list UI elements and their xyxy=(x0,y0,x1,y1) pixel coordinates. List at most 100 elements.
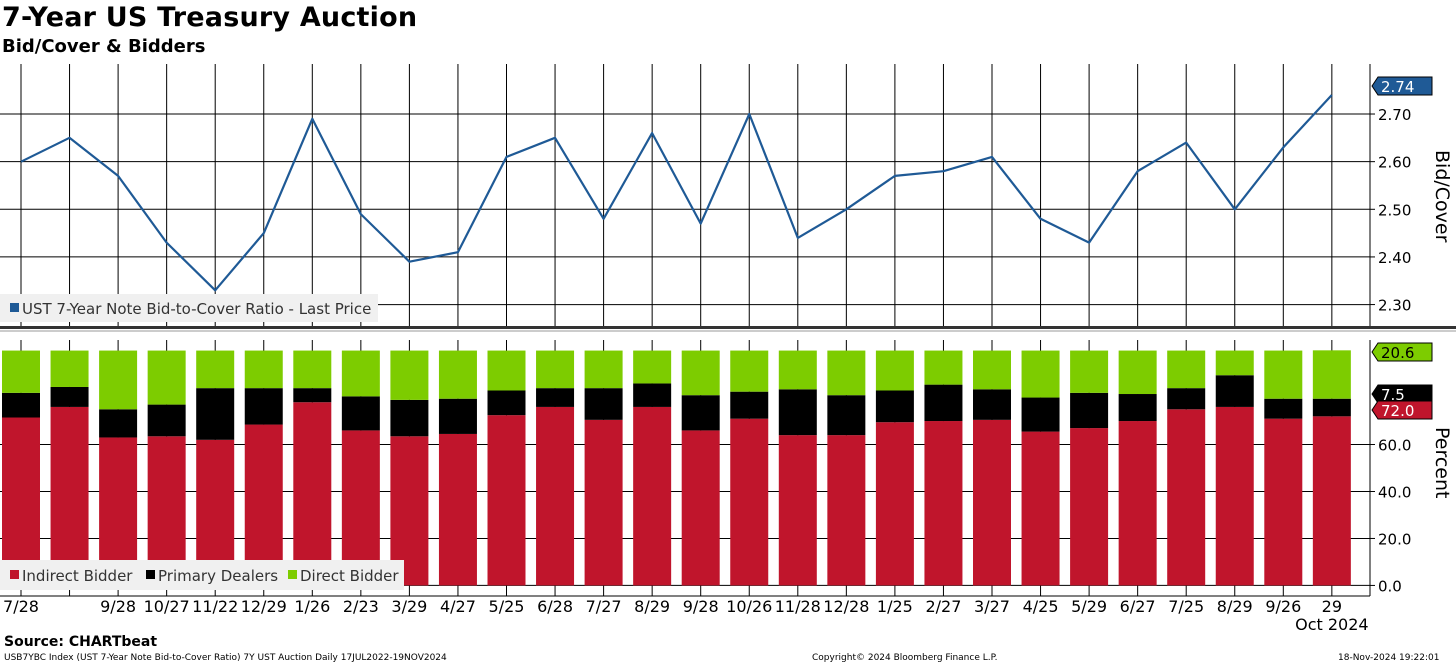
bar-segment xyxy=(50,386,89,407)
bar-segment xyxy=(1118,394,1157,422)
bar-segment xyxy=(1215,406,1254,586)
legend-label: UST 7-Year Note Bid-to-Cover Ratio - Las… xyxy=(22,300,371,318)
y-tick-label: 2.60 xyxy=(1378,154,1411,172)
bar-segment xyxy=(1070,428,1109,586)
y-tick-label: 60.0 xyxy=(1378,437,1411,455)
x-tick-label: 8/29 xyxy=(1217,597,1253,616)
bar-segment xyxy=(778,435,817,586)
bar-segment xyxy=(1215,350,1254,376)
legend-swatch xyxy=(146,570,155,579)
bar-segment xyxy=(1021,397,1060,432)
x-tick-label: 1/26 xyxy=(294,597,330,616)
legend-top-bg xyxy=(0,294,378,322)
legend-label: Indirect Bidder xyxy=(22,567,133,585)
bar-segment xyxy=(50,406,89,586)
last-value-direct-box xyxy=(1371,342,1433,362)
bar-segment xyxy=(50,350,89,387)
last-value-primary: 7.5 xyxy=(1381,386,1405,404)
bar-segment xyxy=(147,350,186,405)
x-tick-label: 1/25 xyxy=(877,597,913,616)
bar-segment xyxy=(244,350,283,389)
bar-segment xyxy=(390,350,429,400)
chart-title: 7-Year US Treasury Auction xyxy=(2,2,418,33)
bar-segment xyxy=(293,402,332,586)
last-value-indirect: 72.0 xyxy=(1381,402,1414,420)
legend-swatch xyxy=(10,570,19,579)
bar-segment xyxy=(196,388,235,440)
bar-segment xyxy=(1264,398,1303,419)
bar-segment xyxy=(293,350,332,389)
bar-segment xyxy=(681,350,720,396)
bar-segment xyxy=(2,350,40,393)
source-note: Source: CHARTbeat xyxy=(4,634,158,650)
bar-segment xyxy=(633,383,672,407)
top-panel-grid xyxy=(0,64,1370,326)
bar-segment xyxy=(147,404,186,437)
x-tick-label: 10/26 xyxy=(726,597,772,616)
bar-segment xyxy=(1312,350,1351,399)
bar-segment xyxy=(875,422,914,586)
bar-segment xyxy=(1021,431,1060,586)
bar-segment xyxy=(633,350,672,384)
bar-segment xyxy=(244,388,283,425)
x-tick-label: 2/23 xyxy=(343,597,379,616)
x-tick-label: 5/25 xyxy=(489,597,525,616)
bar-segment xyxy=(2,392,40,418)
bar-segment xyxy=(438,398,477,434)
x-tick-label: 4/25 xyxy=(1023,597,1059,616)
legend-label: Direct Bidder xyxy=(300,567,399,585)
y-tick-label: 20.0 xyxy=(1378,530,1411,548)
y-axis-title-percent: Percent xyxy=(1431,427,1453,499)
last-value-primary-box xyxy=(1371,384,1433,404)
bar-segment xyxy=(1312,416,1351,586)
bar-segment xyxy=(1167,350,1206,389)
bar-segment xyxy=(730,350,769,392)
bar-segment xyxy=(341,350,380,397)
x-tick-label: 10/27 xyxy=(144,597,190,616)
last-value-bidcover-box xyxy=(1371,76,1433,96)
bar-segment xyxy=(633,406,672,586)
bar-segment xyxy=(778,389,817,436)
bar-segment xyxy=(293,388,332,403)
bar-segment xyxy=(438,433,477,586)
x-secondary-label: Oct 2024 xyxy=(1295,615,1368,634)
x-tick-label: 7/25 xyxy=(1168,597,1204,616)
x-tick-label: 11/28 xyxy=(775,597,821,616)
bar-segment xyxy=(1070,350,1109,393)
x-tick-label: 2/27 xyxy=(925,597,961,616)
legend-swatch xyxy=(288,570,297,579)
x-tick-label: 9/28 xyxy=(100,597,136,616)
bar-segment xyxy=(973,389,1011,420)
bar-series xyxy=(2,350,1351,586)
bar-segment xyxy=(924,350,963,385)
x-tick-label: 29 xyxy=(1322,597,1342,616)
bar-segment xyxy=(1021,350,1060,398)
last-value-bidcover: 2.74 xyxy=(1381,78,1414,96)
x-tick-label: 9/28 xyxy=(683,597,719,616)
bar-segment xyxy=(584,388,623,420)
bar-segment xyxy=(196,350,235,389)
x-tick-label: 6/28 xyxy=(537,597,573,616)
x-tick-label: 4/27 xyxy=(440,597,476,616)
bar-segment xyxy=(99,409,138,438)
bar-segment xyxy=(2,417,40,586)
line-series xyxy=(20,94,1333,292)
index-info: USB7YBC Index (UST 7-Year Note Bid-to-Co… xyxy=(4,653,447,663)
bar-segment xyxy=(730,391,769,419)
bar-segment xyxy=(487,415,526,586)
bar-segment xyxy=(487,390,526,416)
x-tick-label: 8/29 xyxy=(634,597,670,616)
last-value-direct: 20.6 xyxy=(1381,344,1414,362)
x-tick-label: 11/22 xyxy=(192,597,238,616)
legend-swatch xyxy=(10,303,19,312)
bar-segment xyxy=(1264,350,1303,399)
bar-segment xyxy=(1070,392,1109,429)
legend-bottom-bg xyxy=(0,560,404,590)
bar-segment xyxy=(1167,388,1206,410)
axis-labels: 2.30 2.40 2.50 2.60 2.70 0.0 20.0 40.0 60.0 Bid/C… xyxy=(3,76,1453,634)
bar-segment xyxy=(341,430,380,586)
last-value-indirect-box xyxy=(1371,400,1433,420)
copyright: Copyright© 2024 Bloomberg Finance L.P. xyxy=(812,653,998,663)
legends: UST 7-Year Note Bid-to-Cover Ratio - Las… xyxy=(0,294,404,590)
